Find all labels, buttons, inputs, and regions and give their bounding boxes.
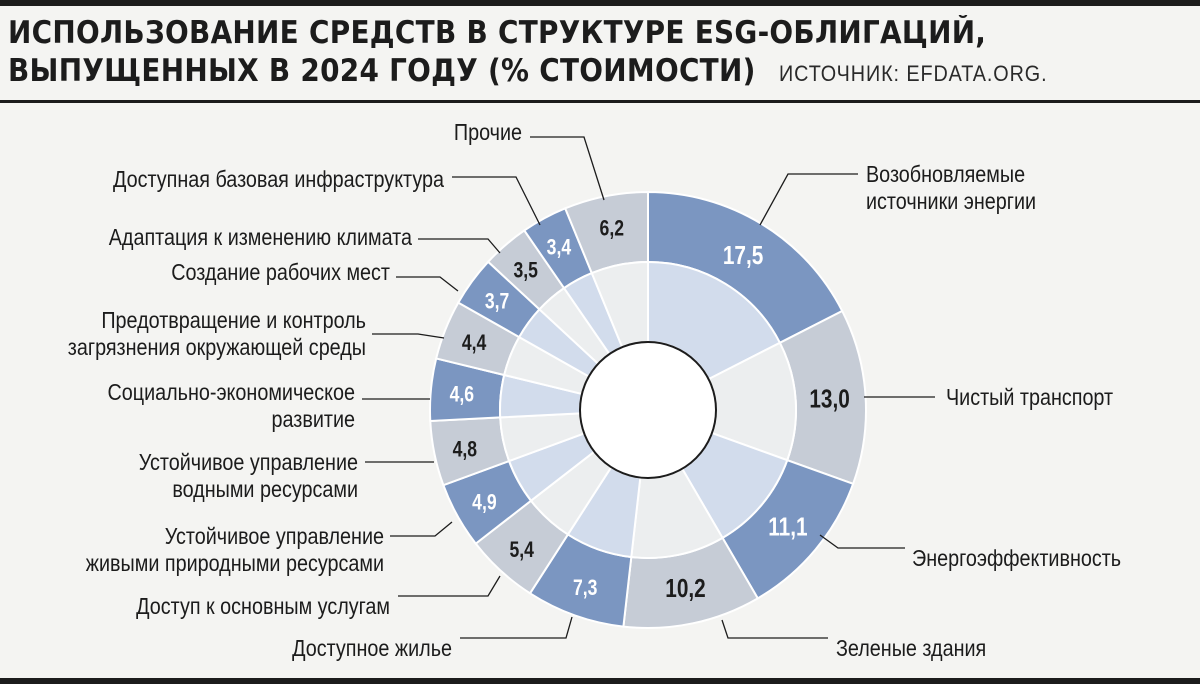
category-label-line: живыми природными ресурсами (86, 551, 384, 577)
value-label-чистый-транспорт: 13,0 (809, 384, 849, 413)
bottom-border (0, 678, 1200, 684)
category-label-line: Адаптация к изменению климата (109, 225, 412, 251)
value-label-доступное-жилье: 7,3 (573, 576, 597, 600)
category-label-доступная-базовая-инфраструктура: Доступная базовая инфраструктура (113, 167, 444, 193)
category-label-социально-экономическое-развитие: Социально-экономическое развитие (108, 380, 355, 433)
leader-прочие (530, 136, 605, 201)
leader-доступное-жилье (460, 616, 573, 639)
category-label-line: Доступ к основным услугам (136, 594, 390, 620)
leader-зеленые-здания (721, 619, 828, 639)
category-label-адаптация-к-изменению-климата: Адаптация к изменению климата (109, 225, 412, 251)
category-label-доступное-жилье: Доступное жилье (292, 636, 452, 662)
leader-адаптация-к-изменению-климата (418, 238, 501, 254)
leader-возобновляемые-источники-энергии (759, 173, 858, 226)
leader-создание-рабочих-мест (396, 276, 459, 292)
value-labels: 17,5 13,0 11,1 10,2 7,3 5,4 4,9 4,8 4,6 4,4 3,73,5… (450, 217, 850, 603)
donut-hole (579, 341, 717, 479)
category-label-энергоэффективность: Энергоэффективность (912, 546, 1121, 572)
category-labels: Возобновляемые источники энергии Чистый тр… (68, 120, 1121, 662)
title-line-1: ИСПОЛЬЗОВАНИЕ СРЕДСТВ В СТРУКТУРЕ ESG-ОБ… (8, 15, 987, 51)
value-label-возобновляемые-источники-энергии: 17,5 (723, 241, 763, 270)
title-line-2: ВЫПУЩЕННЫХ В 2024 ГОДУ (% СТОИМОСТИ) (8, 53, 756, 89)
value-label-устойчивое-управление-водными-ресурсами: 4,8 (453, 438, 477, 462)
category-label-line: Возобновляемые (866, 162, 1025, 188)
category-label-line: загрязнения окружающей среды (68, 335, 366, 361)
value-label-доступная-базовая-инфраструктура: 3,4 (547, 236, 571, 260)
category-label-line: Энергоэффективность (912, 546, 1121, 572)
leader-доступ-к-основным-услугам (398, 575, 501, 597)
value-label-создание-рабочих-мест: 3,7 (485, 290, 509, 314)
category-label-устойчивое-управление-живыми-природными-ресурсами: Устойчивое управление живыми природными р… (86, 524, 384, 577)
value-label-устойчивое-управление-живыми-природными-ресурсами: 4,9 (472, 491, 496, 515)
category-label-чистый-транспорт: Чистый транспорт (946, 385, 1113, 411)
category-label-возобновляемые-источники-энергии: Возобновляемые источники энергии (866, 162, 1036, 215)
category-label-line: Устойчивое управление (139, 450, 358, 476)
leader-энергоэффективность (819, 534, 905, 549)
value-label-адаптация-к-изменению-климата: 3,5 (513, 259, 537, 283)
value-label-прочие: 6,2 (600, 217, 624, 241)
chart-title: ИСПОЛЬЗОВАНИЕ СРЕДСТВ В СТРУКТУРЕ ESG-ОБ… (8, 14, 1048, 93)
leader-lines (362, 136, 935, 639)
category-label-прочие: Прочие (454, 120, 522, 146)
value-label-зеленые-здания: 10,2 (665, 574, 705, 603)
category-label-устойчивое-управление-водными-ресурсами: Устойчивое управление водными ресурсами (139, 450, 358, 503)
leader-доступная-базовая-инфраструктура (452, 176, 541, 226)
category-label-доступ-к-основным-услугам: Доступ к основным услугам (136, 594, 390, 620)
category-label-предотвращение-и-контроль-загрязнения-окружающей-среды: Предотвращение и контроль загрязнения окр… (68, 308, 366, 361)
category-label-line: Прочие (454, 120, 522, 146)
value-label-предотвращение-и-контроль-загрязнения-окружающей-среды: 4,4 (462, 331, 486, 355)
leader-предотвращение-и-контроль-загрязнения-окружающей-среды (372, 333, 445, 339)
value-label-доступ-к-основным-услугам: 5,4 (509, 538, 533, 562)
value-label-энергоэффективность: 11,1 (768, 512, 807, 541)
category-label-line: Зеленые здания (836, 636, 986, 662)
leader-устойчивое-управление-живыми-природными-ресурсами (390, 521, 453, 537)
category-label-line: Создание рабочих мест (171, 260, 390, 286)
category-label-line: Доступное жилье (292, 636, 452, 662)
category-label-line: источники энергии (866, 189, 1036, 215)
category-label-line: Предотвращение и контроль (101, 308, 366, 334)
top-border (0, 0, 1200, 6)
category-label-line: водными ресурсами (172, 477, 358, 503)
value-label-социально-экономическое-развитие: 4,6 (450, 383, 474, 407)
category-label-line: Социально-экономическое (108, 380, 355, 406)
category-label-line: Устойчивое управление (165, 524, 384, 550)
category-label-зеленые-здания: Зеленые здания (836, 636, 986, 662)
category-label-line: Чистый транспорт (946, 385, 1113, 411)
category-label-line: развитие (272, 407, 355, 433)
category-label-line: Доступная базовая инфраструктура (113, 167, 444, 193)
category-label-создание-рабочих-мест: Создание рабочих мест (171, 260, 390, 286)
source-note: ИСТОЧНИК: EFDATA.ORG. (779, 61, 1048, 86)
title-rule (0, 100, 1200, 103)
